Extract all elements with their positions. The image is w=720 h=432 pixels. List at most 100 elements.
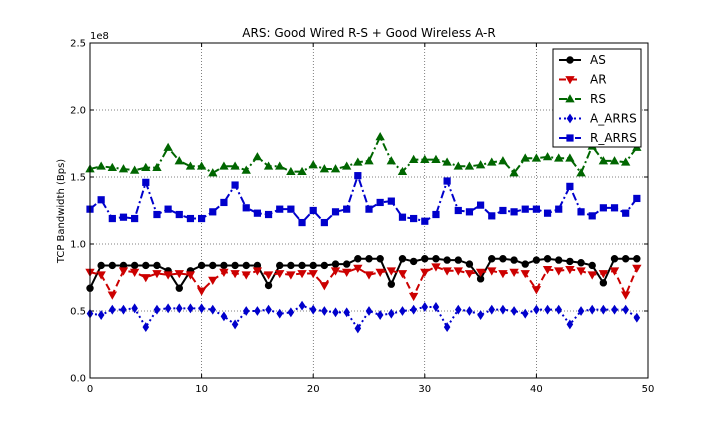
data-point [287, 307, 295, 318]
data-point [510, 306, 518, 316]
data-point [633, 312, 641, 323]
data-point [263, 161, 274, 170]
data-point [488, 304, 496, 315]
data-point [599, 279, 608, 287]
data-point [520, 270, 530, 279]
data-point [197, 214, 206, 223]
data-point [464, 161, 475, 170]
data-point [276, 205, 284, 213]
data-point [264, 281, 273, 290]
data-point [622, 209, 630, 217]
data-point [388, 308, 395, 319]
data-point [499, 304, 507, 315]
data-point [131, 303, 138, 314]
data-point [208, 168, 218, 177]
data-point [542, 266, 553, 275]
data-point [341, 268, 352, 277]
data-point [231, 261, 239, 270]
data-point [510, 256, 518, 264]
data-point [531, 153, 542, 162]
data-point [354, 255, 362, 263]
data-point [554, 153, 564, 162]
data-point [621, 255, 630, 263]
data-point [242, 306, 250, 316]
data-point [298, 218, 306, 227]
data-point [387, 197, 395, 205]
x-tick-label: 20 [307, 384, 320, 395]
data-point [466, 306, 473, 316]
data-point [421, 302, 429, 312]
series-r-arrs [86, 172, 641, 227]
data-point [622, 304, 629, 315]
data-point [555, 256, 563, 264]
data-point [431, 154, 441, 163]
data-point [331, 208, 340, 216]
data-point [241, 271, 251, 280]
data-point [431, 263, 441, 272]
data-point [107, 291, 118, 300]
data-point [220, 198, 228, 207]
data-point [555, 205, 563, 213]
data-point [520, 153, 530, 162]
data-point [108, 214, 116, 223]
data-point [487, 157, 497, 166]
data-point [432, 302, 440, 312]
data-point [164, 303, 172, 314]
data-point [319, 282, 330, 291]
data-point [443, 322, 451, 333]
data-point [219, 268, 229, 277]
plot-area-frame [89, 42, 649, 379]
data-point [252, 267, 263, 276]
data-point [298, 261, 306, 270]
data-point [297, 166, 307, 176]
data-point [353, 264, 363, 273]
data-point [174, 156, 184, 165]
data-point [565, 153, 575, 162]
y-tick-label: 1.5 [70, 173, 86, 184]
data-point [376, 310, 384, 320]
data-point [387, 280, 396, 288]
data-point [475, 268, 486, 277]
legend-label: RS [590, 92, 606, 106]
data-point [598, 156, 609, 165]
data-point [588, 261, 596, 270]
legend-marker [565, 94, 575, 103]
data-point [196, 161, 207, 170]
data-point [286, 166, 296, 176]
data-point [633, 194, 641, 203]
data-point [442, 267, 452, 276]
series-line [89, 265, 638, 299]
data-point [320, 261, 329, 270]
data-point [96, 161, 106, 170]
legend-marker [565, 76, 575, 85]
data-point [163, 271, 173, 280]
data-point [230, 161, 240, 170]
data-point [319, 164, 330, 173]
data-point [498, 156, 508, 165]
data-point [488, 212, 496, 220]
data-point [276, 308, 284, 319]
data-point [97, 261, 105, 270]
y-tick-label: 1.0 [70, 240, 86, 251]
data-point [120, 304, 127, 315]
data-point [632, 264, 642, 273]
data-point [208, 276, 218, 285]
data-point [533, 304, 540, 315]
data-point [566, 257, 574, 266]
data-point [175, 284, 183, 292]
data-point [464, 270, 475, 279]
data-point [196, 287, 207, 296]
data-point [453, 267, 463, 276]
y-tick-label: 0.0 [70, 374, 86, 385]
data-point [343, 307, 350, 318]
data-point [453, 161, 463, 170]
data-point [186, 214, 195, 223]
data-point [577, 208, 585, 216]
legend-label: AR [590, 73, 607, 87]
data-point [353, 157, 363, 166]
data-point [175, 210, 183, 219]
data-point [264, 210, 273, 219]
data-point [242, 261, 250, 270]
data-point [354, 323, 362, 334]
